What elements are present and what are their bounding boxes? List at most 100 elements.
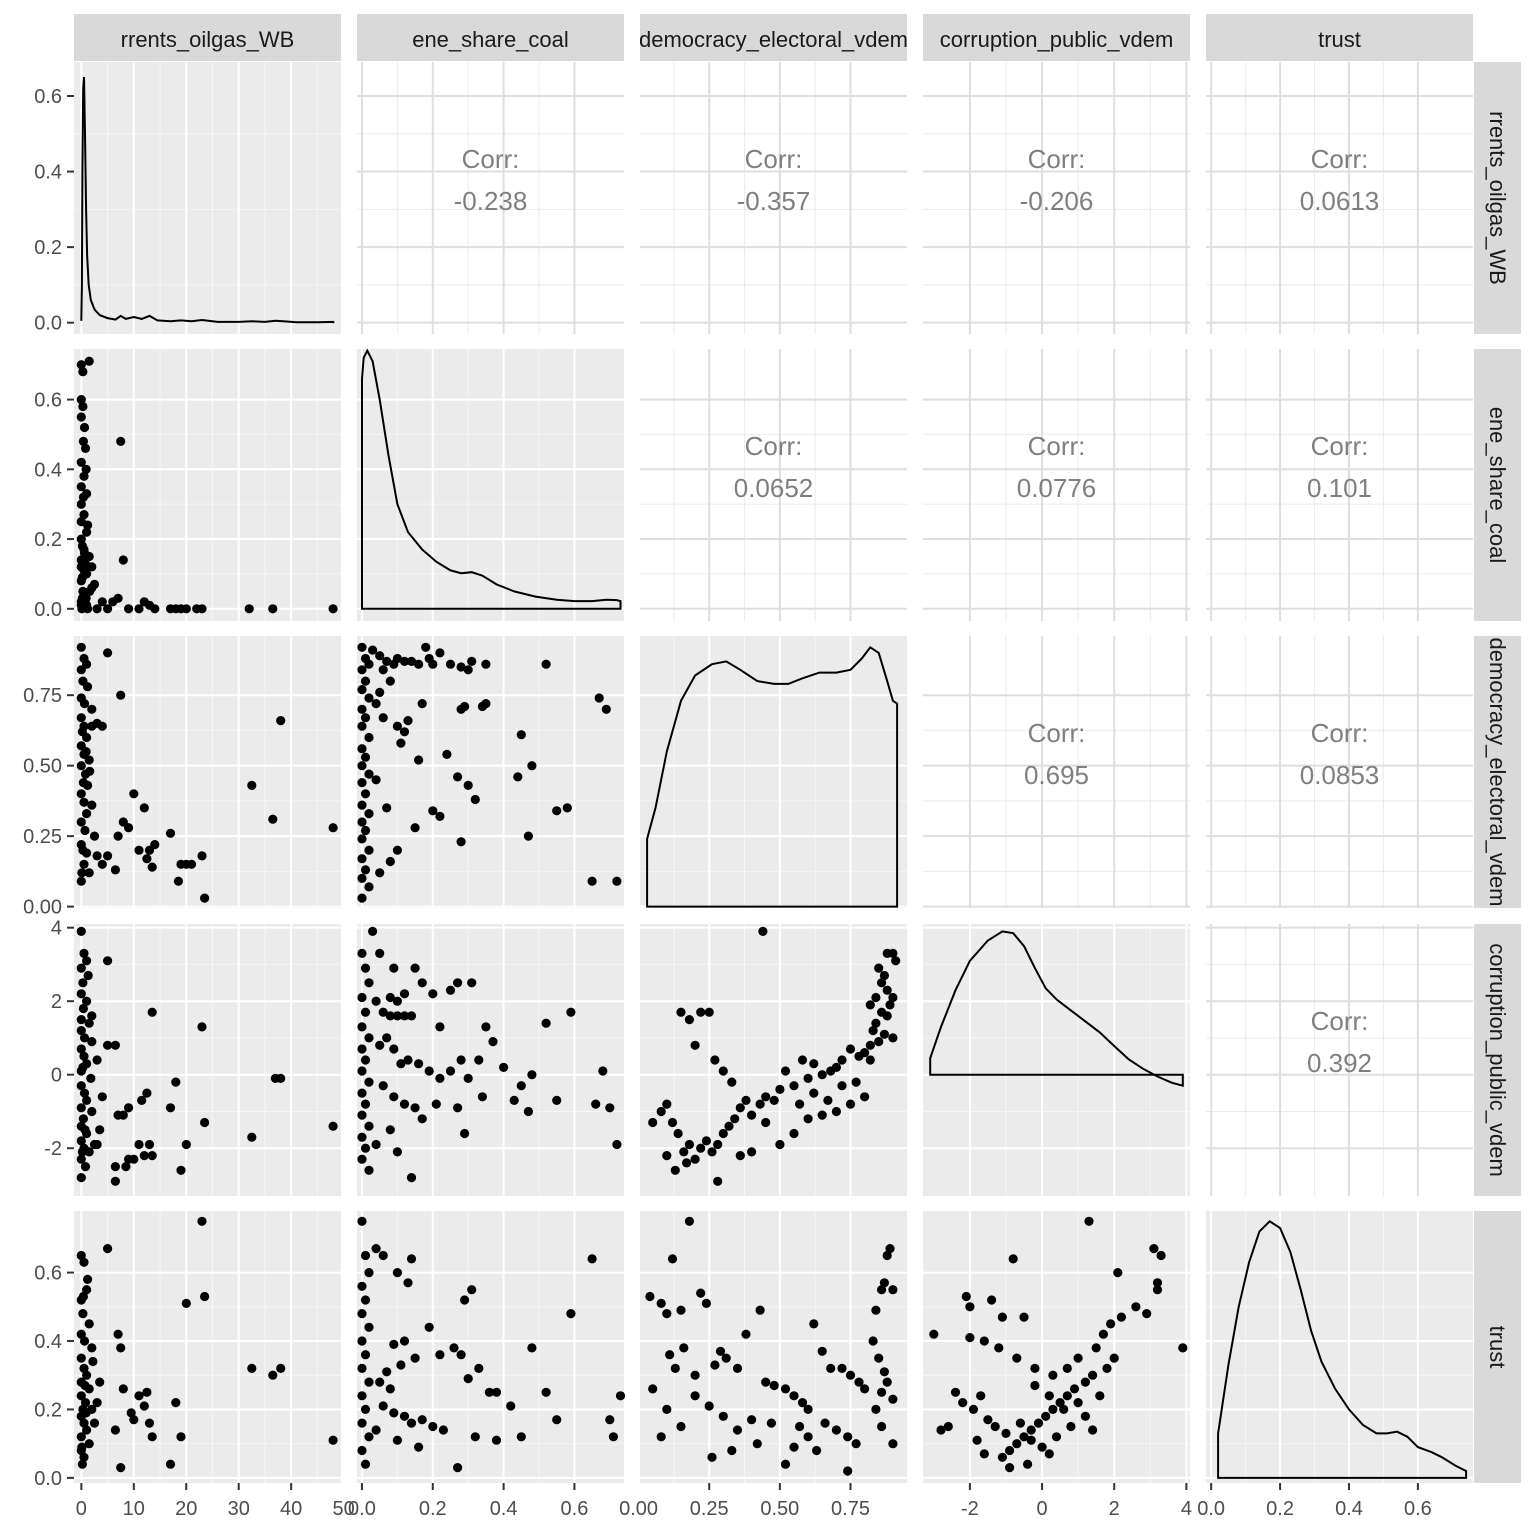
scatter-point — [513, 772, 523, 782]
y-tick-label: 0.50 — [23, 756, 62, 778]
column-strip-label: rrents_oilgas_WB — [121, 27, 295, 52]
scatter-point — [1001, 1428, 1011, 1438]
scatter-point — [1044, 1449, 1054, 1459]
scatter-point — [449, 1343, 459, 1353]
scatter-point — [780, 1066, 791, 1076]
panel-background — [640, 636, 907, 908]
scatter-point — [662, 1151, 672, 1161]
scatter-point — [399, 656, 410, 667]
scatter-point — [389, 1339, 399, 1349]
scatter-point — [775, 1139, 785, 1150]
scatter-point — [958, 1398, 968, 1408]
scatter-point — [463, 1374, 473, 1384]
scatter-point — [414, 1059, 424, 1069]
scatter-point — [87, 1011, 97, 1021]
scatter-point — [1008, 1254, 1018, 1264]
scatter-point — [679, 1343, 689, 1353]
scatter-point — [147, 1432, 157, 1442]
scatter-point — [181, 604, 191, 614]
density-curve — [361, 348, 622, 610]
scatter-point — [360, 789, 371, 799]
row-strip-label-group: rrents_oilgas_WB — [1485, 111, 1510, 285]
corr-value: 0.0652 — [734, 473, 814, 503]
scatter-point — [364, 978, 374, 988]
scatter-point — [82, 1095, 92, 1105]
panel-r0-c3: Corr: -0.206 — [923, 62, 1190, 334]
strip-labels: rrents_oilgas_WB ene_share_coal democracy_… — [74, 14, 1521, 1483]
x-tick-label: 20 — [175, 1498, 197, 1520]
scatter-point — [961, 1291, 971, 1302]
scatter-point — [78, 1291, 88, 1302]
scatter-point — [399, 989, 410, 999]
scatter-point — [77, 1147, 87, 1157]
scatter-point — [877, 978, 887, 988]
scatter-point — [364, 845, 374, 855]
scatter-point — [84, 1439, 94, 1449]
scatter-point — [78, 1062, 88, 1072]
scatter-point — [795, 1099, 805, 1109]
column-strip — [74, 14, 341, 61]
scatter-point — [103, 1244, 113, 1254]
x-tick-label: 0.6 — [561, 1498, 589, 1520]
x-tick-label: 30 — [228, 1498, 250, 1520]
scatter-point — [761, 1092, 771, 1102]
scatter-point — [80, 1162, 91, 1172]
scatter-point — [200, 1117, 210, 1128]
scatter-point — [129, 1415, 139, 1425]
scatter-point — [396, 738, 406, 748]
scatter-point — [76, 989, 86, 999]
scatter-point — [382, 1033, 392, 1043]
scatter-point — [1069, 1384, 1080, 1394]
scatter-point — [364, 809, 374, 819]
scatter-point — [879, 970, 890, 981]
scatter-point — [76, 499, 86, 509]
x-tick-label: 0.2 — [1266, 1498, 1294, 1520]
scatter-point — [79, 471, 89, 481]
scatter-point — [789, 1081, 799, 1091]
scatter-point — [92, 1055, 102, 1065]
scatter-point — [357, 817, 367, 827]
y-tick-label: 0.6 — [34, 86, 62, 108]
scatter-point — [357, 1418, 367, 1428]
scatter-point — [997, 1452, 1008, 1462]
panel-background — [1206, 62, 1473, 334]
scatter-point — [470, 794, 480, 805]
scatter-point — [76, 1432, 86, 1442]
corr-label: Corr: — [745, 144, 803, 174]
scatter-point — [552, 806, 562, 816]
scatter-point — [670, 1363, 680, 1373]
scatter-point — [197, 1216, 207, 1226]
scatter-point — [1080, 1377, 1090, 1387]
scatter-point — [80, 1125, 90, 1135]
scatter-point — [139, 1151, 149, 1161]
scatter-point — [477, 1092, 487, 1102]
scatter-point — [79, 1051, 89, 1061]
scatter-point — [667, 1117, 678, 1128]
panel-r0-c0 — [74, 62, 341, 334]
y-tick-label: 0.0 — [34, 1468, 62, 1490]
corr-value: -0.238 — [454, 186, 528, 216]
scatter-point — [435, 1022, 445, 1032]
scatter-point — [460, 701, 470, 712]
x-tick-label: 10 — [123, 1498, 145, 1520]
scatter-point — [142, 1088, 152, 1098]
scatter-point — [467, 1285, 477, 1295]
scatter-point — [456, 837, 466, 847]
scatter-point — [357, 685, 367, 695]
scatter-point — [375, 1040, 385, 1050]
scatter-point — [85, 586, 95, 597]
scatter-point — [78, 1003, 88, 1014]
scatter-point — [1037, 1442, 1047, 1452]
scatter-point — [78, 401, 88, 412]
scatter-point — [82, 809, 92, 819]
scatter-point — [79, 548, 90, 558]
corr-label: Corr: — [745, 431, 803, 461]
panel-r0-c2: Corr: -0.357 — [640, 62, 907, 334]
scatter-point — [817, 1110, 827, 1120]
corr-label: Corr: — [1311, 1006, 1369, 1036]
scatter-point — [79, 565, 89, 576]
scatter-point — [76, 1081, 86, 1091]
panel-r3-c0 — [74, 924, 341, 1196]
scatter-point — [612, 1139, 622, 1150]
scatter-point — [78, 436, 88, 446]
